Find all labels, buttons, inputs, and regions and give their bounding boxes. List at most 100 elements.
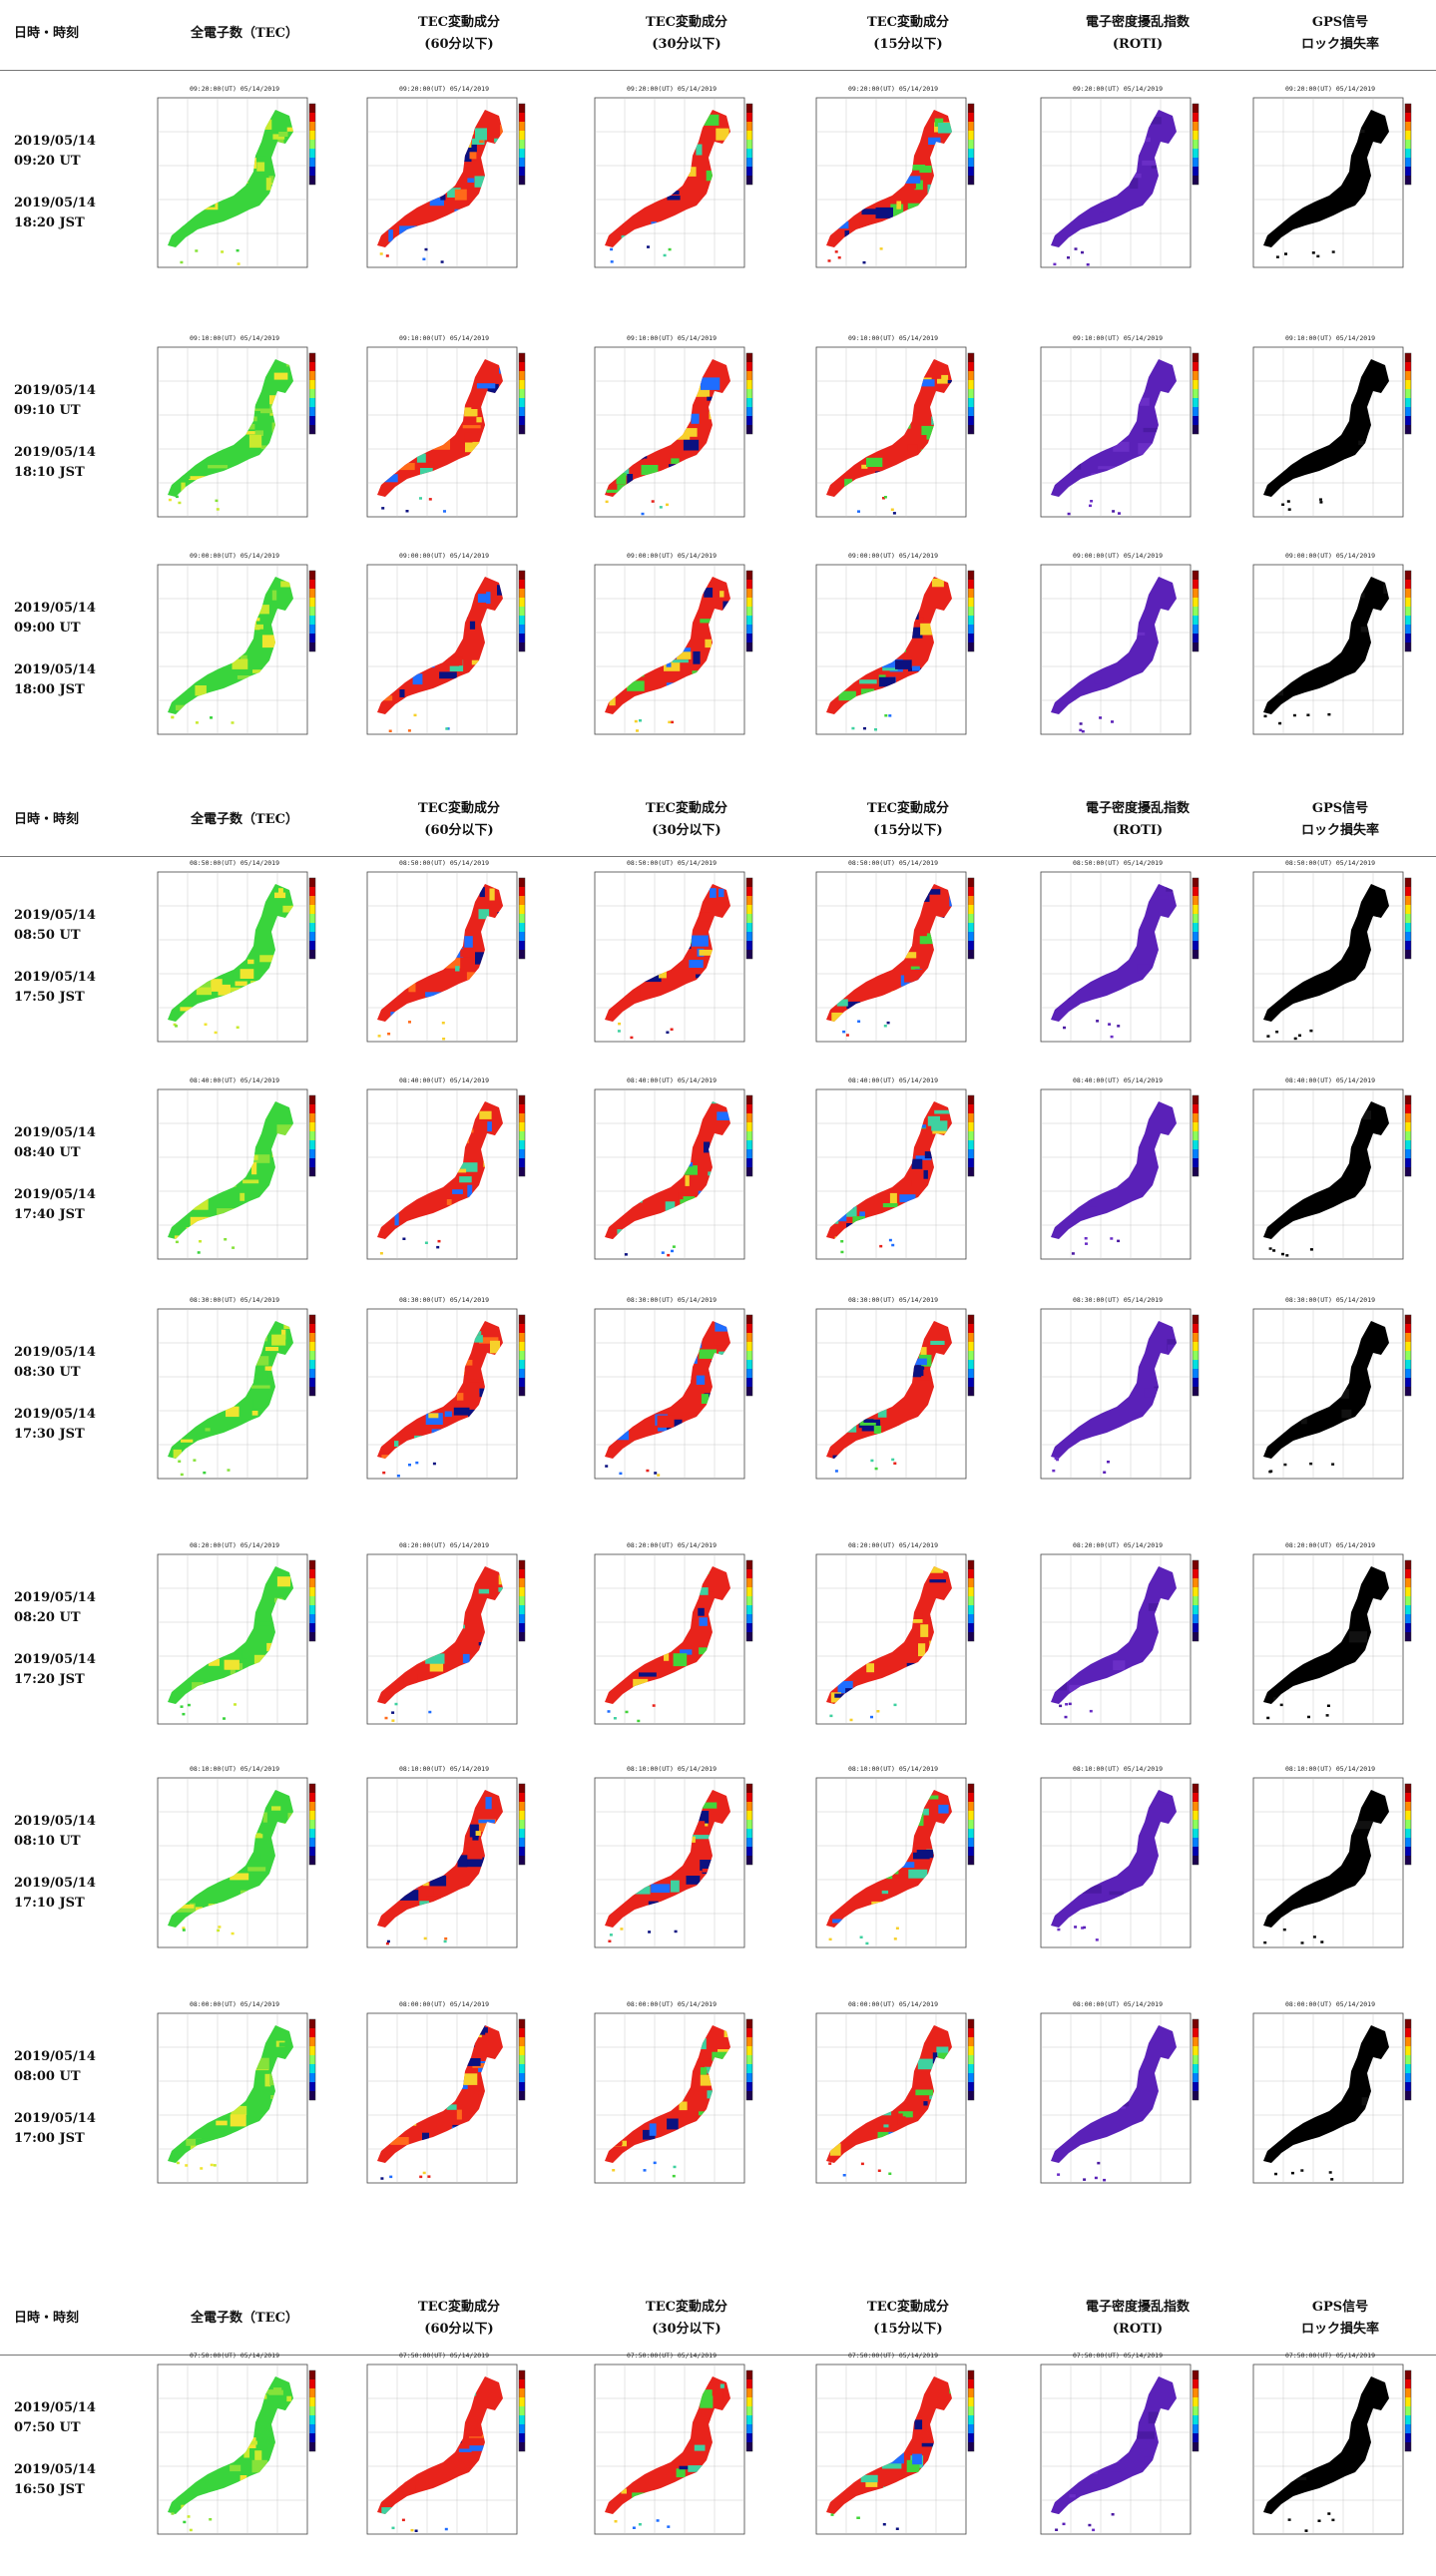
map-plot-area: [157, 2012, 308, 2184]
island-dot: [414, 2529, 418, 2532]
island-dot: [221, 250, 225, 253]
island-dot: [893, 1703, 897, 1707]
colorbar-segment: [519, 1369, 525, 1378]
map-field-patch: [1360, 627, 1370, 633]
colorbar-segment: [1193, 2037, 1198, 2046]
island-dot: [641, 512, 645, 516]
japan-land: [1051, 884, 1177, 1022]
colorbar-frame: [518, 103, 526, 186]
colorbar-segment: [519, 167, 525, 176]
island-dot: [236, 1026, 239, 1029]
island-dot: [1110, 1237, 1114, 1240]
colorbar-segment: [746, 1360, 752, 1369]
lol-map: 08:50:00(UT) 05/14/2019: [1252, 859, 1412, 1043]
island-dot: [1118, 512, 1121, 515]
colorbar-segment: [746, 1324, 752, 1333]
colorbar-segment: [746, 1856, 752, 1865]
colorbar-frame: [745, 1314, 753, 1397]
island-dot: [171, 715, 175, 719]
row-jst-line: 2019/05/14: [14, 2462, 96, 2477]
map-field-patch: [915, 617, 924, 627]
island-dot: [1309, 1029, 1313, 1033]
map-field-patch: [634, 1886, 651, 1895]
colorbar-segment: [746, 607, 752, 616]
colorbar-segment: [1405, 1784, 1411, 1793]
map-field-patch: [673, 1653, 688, 1667]
row-datetime-label: 2019/05/14 07:50 UT 2019/05/14 16:50 JST: [14, 2398, 134, 2500]
map-field-patch: [911, 1158, 923, 1169]
colorbar-segment: [968, 643, 974, 651]
map-field-patch: [922, 1612, 937, 1623]
map-field-patch: [469, 147, 477, 160]
map-colorbar: [518, 103, 526, 186]
tec-map: 07:50:00(UT) 05/14/2019: [157, 2352, 316, 2535]
colorbar-segment: [1193, 158, 1198, 167]
map-colorbar: [745, 1314, 753, 1397]
map-field-patch: [671, 1880, 680, 1893]
map-field-patch: [852, 1681, 857, 1689]
map-tile-dtec15: 07:50:00(UT) 05/14/2019: [808, 2349, 978, 2576]
header-datetime: 日時・時刻: [14, 786, 134, 854]
map-caption: 09:10:00(UT) 05/14/2019: [399, 334, 489, 342]
island-dot: [893, 1937, 897, 1940]
lol-map: 07:50:00(UT) 05/14/2019: [1252, 2352, 1412, 2535]
map-caption: 08:00:00(UT) 05/14/2019: [627, 2000, 717, 2008]
island-dot: [636, 729, 639, 732]
island-dot: [1269, 1470, 1273, 1473]
map-caption: 08:10:00(UT) 05/14/2019: [627, 1765, 717, 1773]
map-field-patch: [278, 132, 288, 137]
island-dot: [232, 1246, 236, 1249]
colorbar-segment: [519, 1104, 525, 1113]
row-label-spacer: [14, 1163, 134, 1185]
map-field-patch: [456, 2109, 462, 2120]
map-field-patch: [672, 659, 689, 663]
map-field-patch: [1358, 440, 1364, 446]
colorbar-segment: [519, 1131, 525, 1140]
dtec30-map: 09:20:00(UT) 05/14/2019: [594, 85, 753, 268]
colorbar-frame: [1404, 1094, 1412, 1177]
colorbar-segment: [1193, 643, 1198, 651]
map-field-patch: [865, 2478, 878, 2487]
colorbar-frame: [308, 352, 316, 435]
colorbar-segment: [746, 1378, 752, 1387]
map-field-patch: [266, 2410, 271, 2422]
colorbar-segment: [968, 353, 974, 362]
map-tile-dtec60: 08:30:00(UT) 05/14/2019: [359, 1293, 529, 1520]
map-caption: 09:00:00(UT) 05/14/2019: [399, 552, 489, 560]
map-plot-area: [815, 346, 967, 518]
japan-land: [1263, 884, 1389, 1022]
colorbar-segment: [519, 1095, 525, 1104]
map-caption: 08:10:00(UT) 05/14/2019: [190, 1765, 279, 1773]
map-plot-area: [1252, 1777, 1404, 1948]
island-dot: [427, 2175, 431, 2178]
map-colorbar: [1192, 1783, 1199, 1866]
map-field-patch: [268, 176, 274, 184]
map-tile-roti: 08:40:00(UT) 05/14/2019: [1033, 1073, 1202, 1301]
map-field-patch: [704, 1141, 711, 1153]
map-field-patch: [667, 1419, 683, 1431]
japan-land: [826, 1566, 952, 1704]
colorbar-segment: [1193, 362, 1198, 371]
colorbar-frame: [1192, 1559, 1199, 1642]
row-label-spacer: [14, 2087, 134, 2109]
island-dot: [1111, 2513, 1115, 2516]
map-tile-tec: 09:00:00(UT) 05/14/2019: [150, 549, 319, 776]
island-dot: [407, 729, 411, 732]
dtec60-map: 08:10:00(UT) 05/14/2019: [366, 1765, 526, 1948]
island-dot: [845, 1034, 849, 1037]
island-dot: [1067, 512, 1071, 516]
colorbar-segment: [1405, 2379, 1411, 2388]
roti-map: 08:10:00(UT) 05/14/2019: [1040, 1765, 1199, 1948]
colorbar-segment: [746, 1802, 752, 1811]
island-dot: [877, 2169, 881, 2172]
japan-land: [605, 2376, 730, 2514]
colorbar-frame: [308, 2369, 316, 2452]
colorbar-segment: [309, 2379, 315, 2388]
map-field-patch: [829, 2143, 841, 2156]
header-dtec60-line: TEC変動成分: [418, 801, 500, 816]
map-field-patch: [239, 1192, 245, 1201]
map-plot-area: [815, 97, 967, 268]
header-roti-line: (ROTI): [1112, 2322, 1164, 2337]
colorbar-segment: [309, 1324, 315, 1333]
island-dot: [879, 1244, 883, 1248]
